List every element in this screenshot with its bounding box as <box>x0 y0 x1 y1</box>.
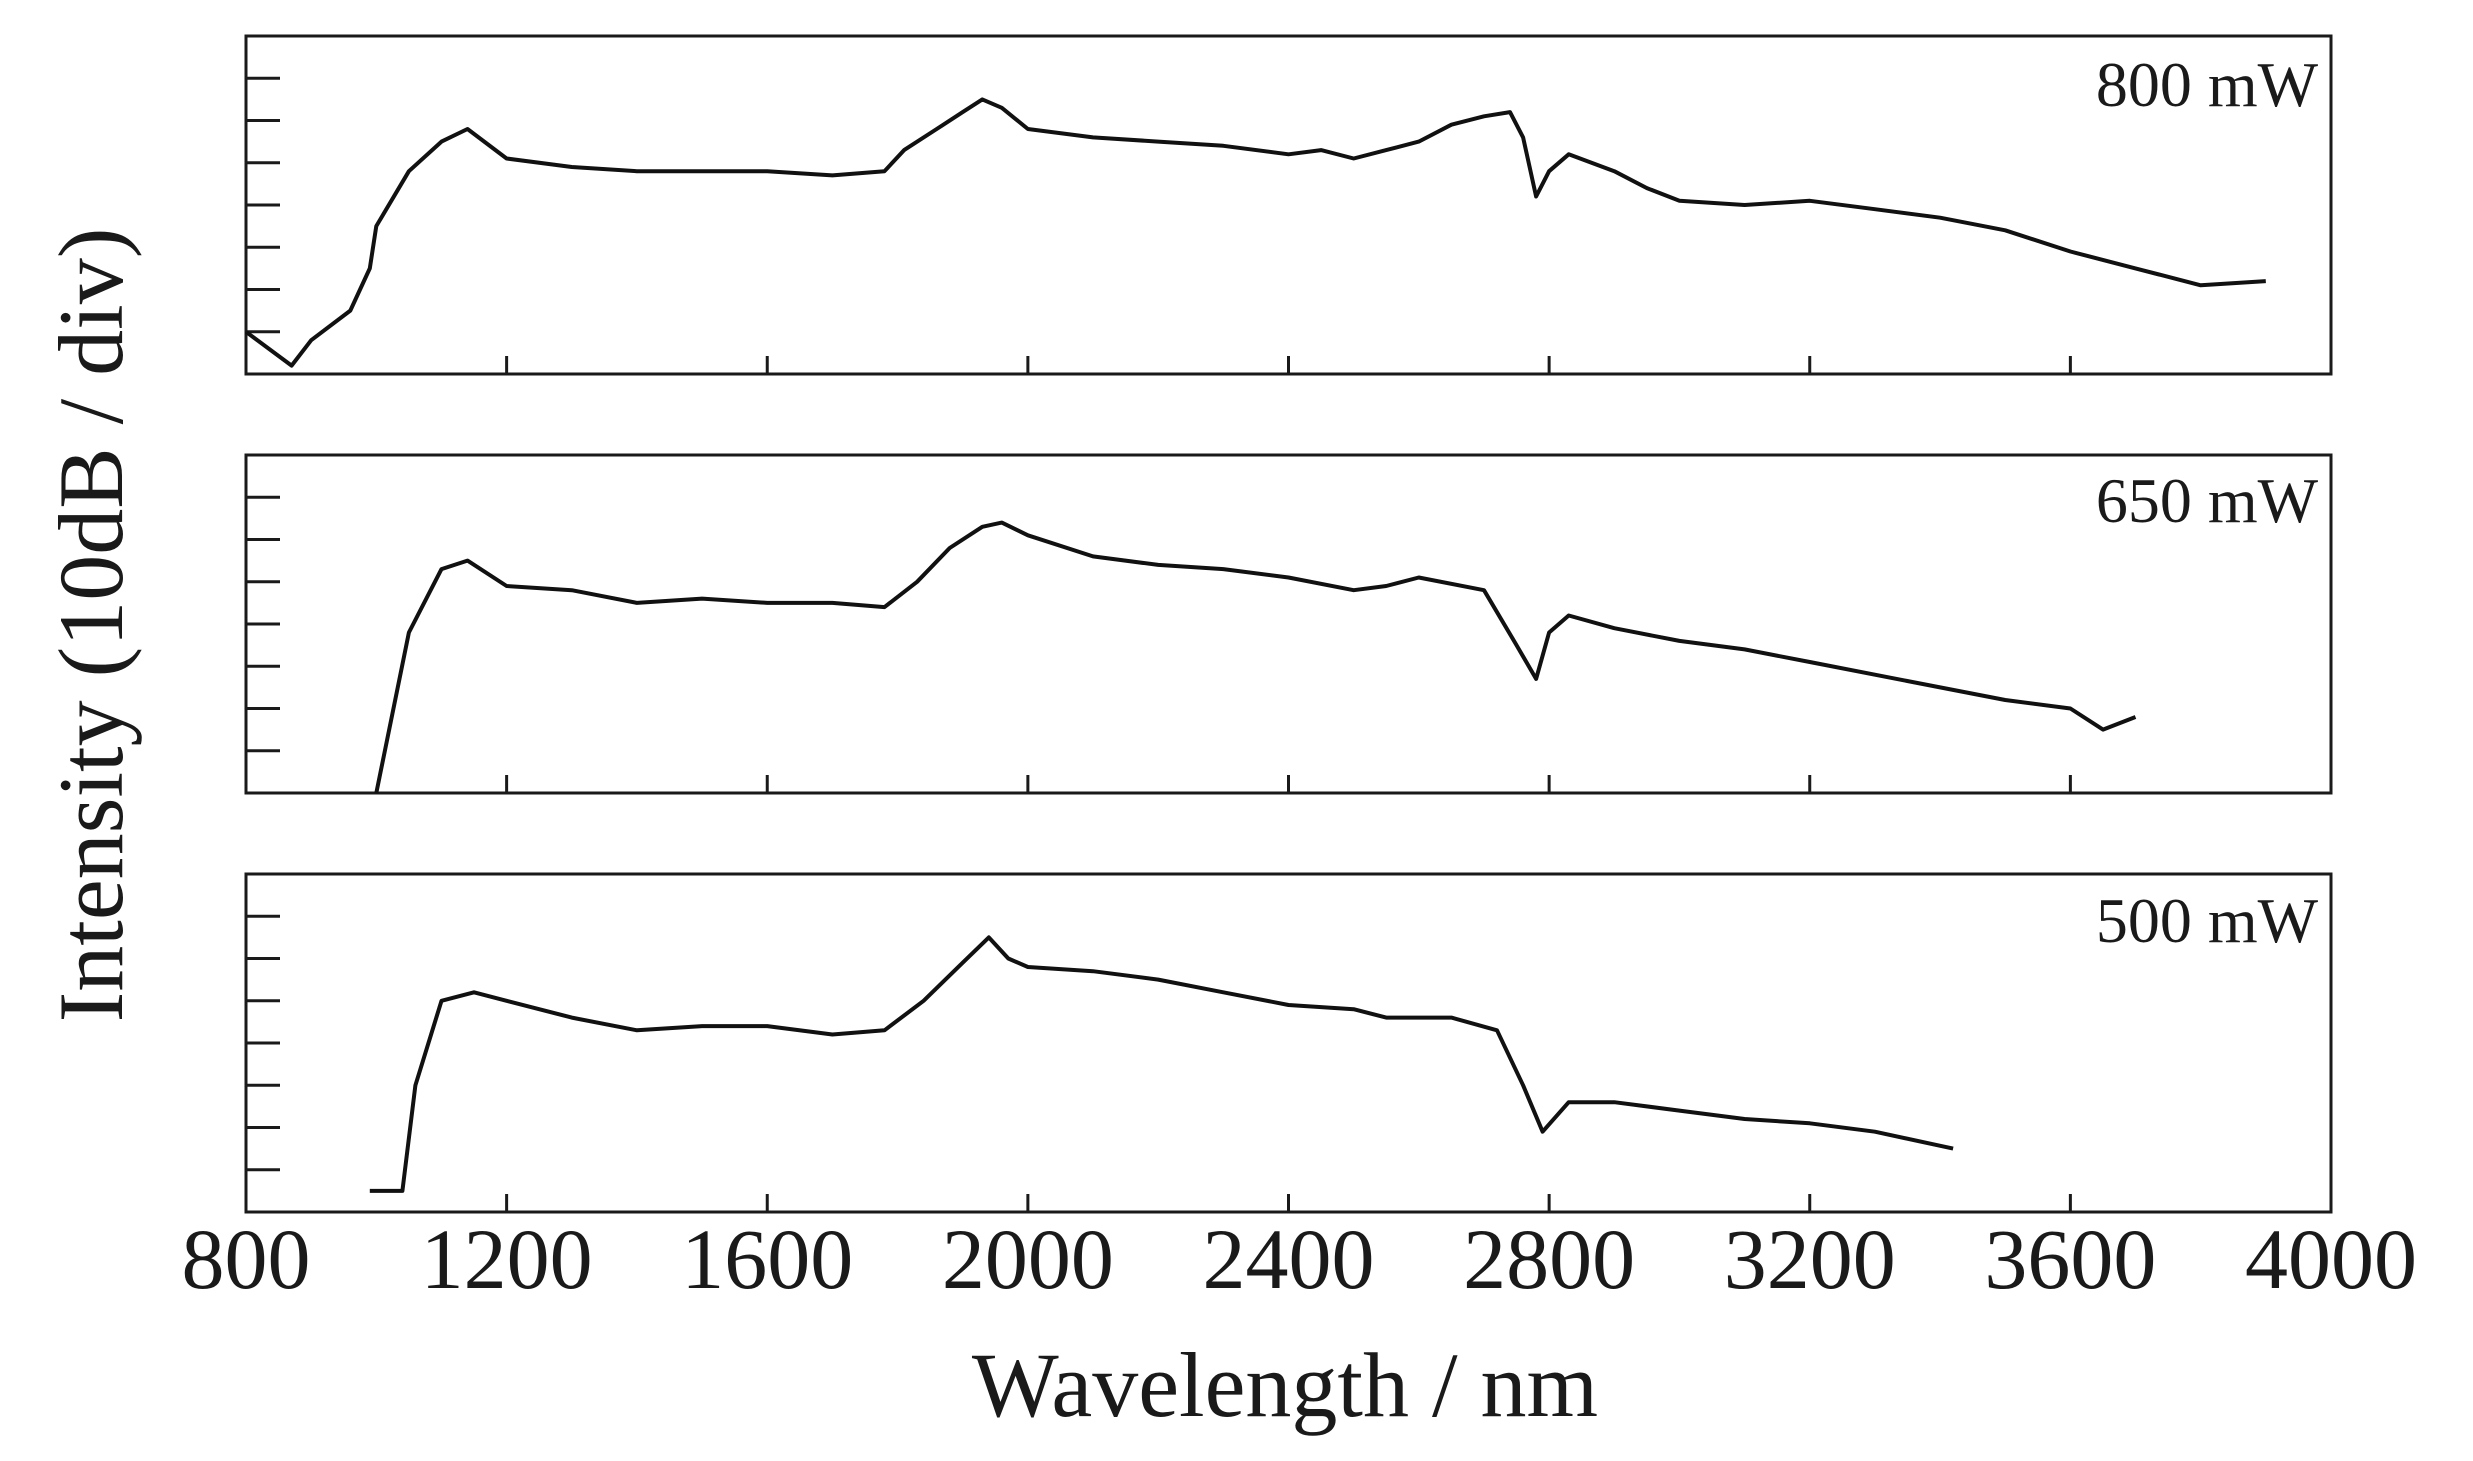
x-tick-label: 2800 <box>1463 1211 1635 1307</box>
panel-frame <box>244 872 2333 1214</box>
panel-frame <box>244 34 2333 376</box>
panel-bottom: 500 mW <box>244 872 2333 1214</box>
panel-top: 800 mW <box>244 34 2333 376</box>
panel-ticks <box>246 495 2072 793</box>
x-axis-title: Wavelength / nm <box>972 1334 1598 1436</box>
panel-ticks <box>246 914 2072 1212</box>
x-tick-label: 1600 <box>681 1211 853 1307</box>
spectrum-trace-800mw <box>244 97 2266 368</box>
panel-label-800mw: 800 mW <box>2096 49 2319 120</box>
x-tick-label: 2400 <box>1203 1211 1375 1307</box>
spectrum-trace-650mw <box>374 520 2137 794</box>
x-tick-label: 800 <box>182 1211 311 1307</box>
x-tick-label: 3600 <box>1984 1211 2156 1307</box>
spectrum-trace-500mw <box>369 935 1954 1193</box>
panel-label-650mw: 650 mW <box>2096 465 2319 536</box>
panel-frame <box>244 453 2333 795</box>
x-tick-label: 2000 <box>942 1211 1114 1307</box>
x-tick-label: 1200 <box>421 1211 593 1307</box>
panel-middle: 650 mW <box>244 453 2333 795</box>
x-tick-label: 4000 <box>2245 1211 2417 1307</box>
y-axis-title: Intensity (10dB / div) <box>40 228 142 1023</box>
panel-ticks <box>246 76 2072 374</box>
x-tick-label: 3200 <box>1724 1211 1896 1307</box>
panel-label-500mw: 500 mW <box>2096 885 2319 956</box>
x-tick-labels: 800 1200 1600 2000 2400 2800 3200 3600 4000 <box>182 1211 2418 1307</box>
